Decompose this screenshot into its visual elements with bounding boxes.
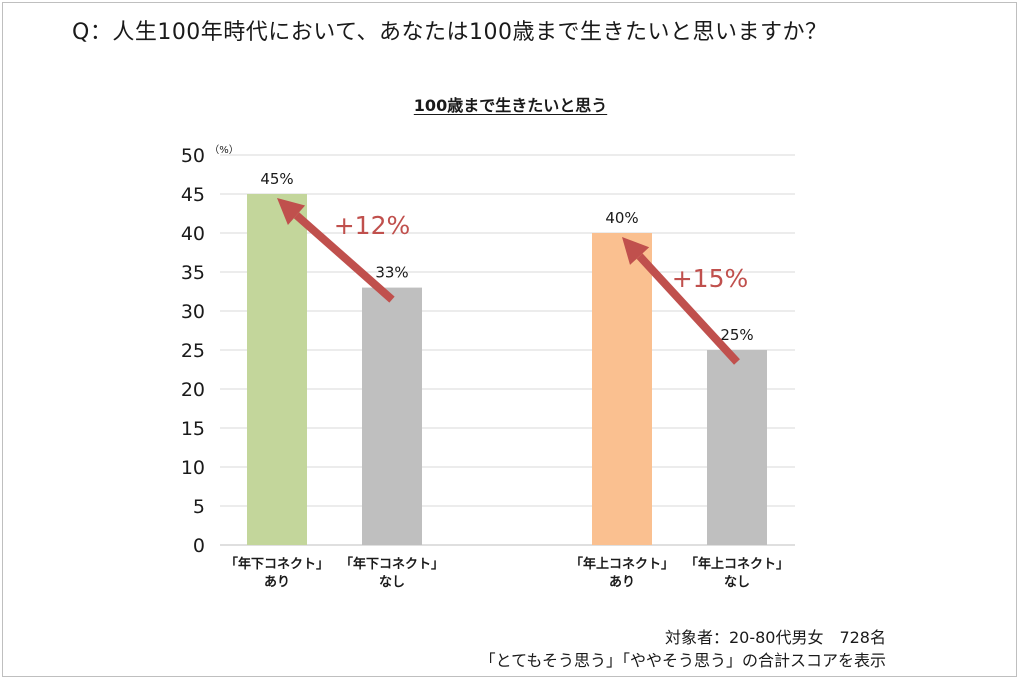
x-axis-labels: 「年下コネクト」あり「年下コネクト」なし「年上コネクト」あり「年上コネクト」なし [225, 556, 789, 590]
arrow-shaft [636, 253, 740, 365]
y-tick-label: 0 [193, 535, 205, 557]
data-label: 40% [605, 209, 638, 227]
y-tick-label: 50 [181, 145, 205, 167]
y-tick-label: 15 [181, 418, 205, 440]
change-label: +15% [672, 264, 749, 293]
data-label: 25% [720, 326, 753, 344]
bar [362, 287, 422, 545]
y-tick-label: 5 [193, 496, 205, 518]
data-label: 33% [375, 264, 408, 282]
x-tick-label: なし [379, 575, 405, 590]
bar [247, 194, 307, 545]
x-tick-label: 「年上コネクト」 [570, 556, 674, 572]
bars [247, 194, 767, 545]
bar [592, 233, 652, 545]
y-tick-label: 10 [181, 457, 205, 479]
change-label: +12% [334, 211, 411, 240]
y-tick-label: 45 [181, 184, 205, 206]
chart-title: 100歳まで生きたいと思う [0, 92, 1021, 116]
x-tick-label: あり [609, 575, 635, 590]
change-arrows: +12% +15% [277, 198, 749, 365]
y-tick-label: 35 [181, 262, 205, 284]
arrow-head [277, 198, 306, 225]
value-labels: 45% 33% 40% 25% [260, 170, 753, 344]
arrow-shaft [293, 212, 395, 303]
x-tick-label: 「年下コネクト」 [340, 556, 444, 572]
gridlines [220, 154, 795, 546]
y-tick-label: 40 [181, 223, 205, 245]
x-tick-label: あり [264, 575, 290, 590]
chart-title-text: 100歳まで生きたいと思う [413, 96, 608, 115]
y-tick-label: 30 [181, 301, 205, 323]
arrow-head [622, 237, 650, 265]
footnote-sample: 対象者：20-80代男女 728名 [664, 628, 886, 647]
x-tick-label: 「年下コネクト」 [225, 556, 329, 572]
y-axis-unit: （%） [209, 144, 239, 156]
y-tick-label: 25 [181, 340, 205, 362]
y-tick-label: 20 [181, 379, 205, 401]
footnote-score-note: 「とてもそう思う」「ややそう思う」の合計スコアを表示 [479, 651, 886, 670]
x-tick-label: なし [724, 575, 750, 590]
question-title: Q：人生100年時代において、あなたは100歳まで生きたいと思いますか？ [72, 20, 828, 45]
bar [707, 350, 767, 545]
data-label: 45% [260, 170, 293, 188]
y-axis-ticks: 0 5 10 15 20 25 30 35 40 45 50 [181, 145, 205, 557]
x-tick-label: 「年上コネクト」 [685, 556, 789, 572]
